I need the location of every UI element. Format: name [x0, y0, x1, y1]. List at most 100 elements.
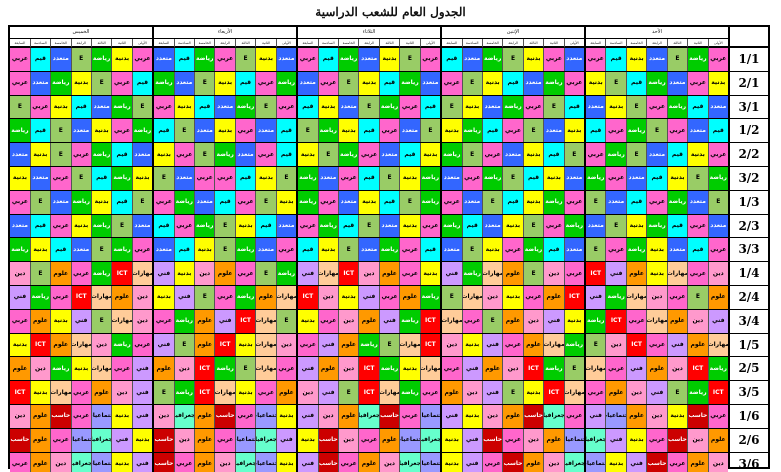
- lesson-cell[interactable]: بدنية: [10, 333, 30, 357]
- lesson-cell[interactable]: قيم: [255, 214, 276, 238]
- lesson-cell[interactable]: متعدد: [563, 166, 585, 190]
- lesson-cell[interactable]: بدنية: [317, 95, 338, 119]
- lesson-cell[interactable]: عربي: [50, 428, 71, 452]
- lesson-cell[interactable]: بدنية: [358, 190, 379, 214]
- lesson-cell[interactable]: قيم: [605, 48, 626, 71]
- lesson-cell[interactable]: عربي: [214, 48, 235, 71]
- lesson-cell[interactable]: بدنية: [234, 381, 256, 404]
- lesson-cell[interactable]: E: [563, 143, 585, 166]
- lesson-cell[interactable]: بدنية: [296, 143, 318, 166]
- lesson-cell[interactable]: بدنية: [399, 357, 420, 381]
- lesson-cell[interactable]: علوم: [152, 357, 174, 381]
- lesson-cell[interactable]: بدنية: [70, 214, 91, 238]
- lesson-cell[interactable]: عربي: [358, 428, 379, 452]
- lesson-cell[interactable]: رياضة: [337, 143, 359, 166]
- lesson-cell[interactable]: E: [666, 381, 688, 404]
- lesson-cell[interactable]: جغرافيا: [358, 404, 379, 428]
- lesson-cell[interactable]: اجتماعيات: [255, 404, 276, 428]
- lesson-cell[interactable]: قيم: [502, 71, 523, 95]
- lesson-cell[interactable]: E: [687, 285, 708, 309]
- lesson-cell[interactable]: بدنية: [563, 309, 585, 333]
- lesson-cell[interactable]: عربي: [173, 452, 195, 472]
- lesson-cell[interactable]: علوم: [440, 381, 462, 404]
- lesson-cell[interactable]: دين: [131, 285, 153, 309]
- lesson-cell[interactable]: متعدد: [255, 119, 276, 143]
- lesson-cell[interactable]: حاسب: [522, 404, 544, 428]
- lesson-cell[interactable]: عربي: [440, 190, 462, 214]
- lesson-cell[interactable]: رياضة: [399, 381, 420, 404]
- lesson-cell[interactable]: بدنية: [481, 71, 503, 95]
- lesson-cell[interactable]: متعدد: [255, 238, 276, 262]
- lesson-cell[interactable]: بدنية: [255, 48, 276, 71]
- lesson-cell[interactable]: علوم: [194, 428, 215, 452]
- lesson-cell[interactable]: متعدد: [337, 95, 359, 119]
- lesson-cell[interactable]: بدنية: [131, 428, 153, 452]
- lesson-cell[interactable]: متعدد: [481, 214, 503, 238]
- lesson-cell[interactable]: بدنية: [90, 190, 112, 214]
- lesson-cell[interactable]: اجتماعيات: [70, 428, 91, 452]
- lesson-cell[interactable]: متعدد: [358, 238, 379, 262]
- lesson-cell[interactable]: E: [234, 48, 256, 71]
- lesson-cell[interactable]: حاسب: [666, 428, 688, 452]
- lesson-cell[interactable]: فني: [173, 285, 195, 309]
- lesson-cell[interactable]: قيم: [481, 119, 503, 143]
- lesson-cell[interactable]: عربي: [131, 48, 153, 71]
- lesson-cell[interactable]: عربي: [173, 143, 195, 166]
- lesson-cell[interactable]: قيم: [214, 190, 235, 214]
- lesson-cell[interactable]: بدنية: [461, 95, 482, 119]
- lesson-cell[interactable]: متعدد: [522, 71, 544, 95]
- lesson-cell[interactable]: E: [275, 309, 297, 333]
- lesson-cell[interactable]: رياضة: [358, 333, 379, 357]
- lesson-cell[interactable]: قيم: [111, 190, 132, 214]
- lesson-cell[interactable]: ICT: [194, 381, 215, 404]
- lesson-cell[interactable]: E: [194, 71, 215, 95]
- lesson-cell[interactable]: بدنية: [707, 71, 728, 95]
- lesson-cell[interactable]: E: [337, 381, 359, 404]
- lesson-cell[interactable]: عربي: [10, 48, 30, 71]
- lesson-cell[interactable]: عربي: [275, 357, 297, 381]
- lesson-cell[interactable]: رياضة: [461, 262, 482, 285]
- lesson-cell[interactable]: فني: [131, 452, 153, 472]
- lesson-cell[interactable]: بدنية: [522, 381, 544, 404]
- lesson-cell[interactable]: رياضة: [646, 71, 667, 95]
- lesson-cell[interactable]: عربي: [50, 214, 71, 238]
- lesson-cell[interactable]: رياضة: [317, 214, 338, 238]
- lesson-cell[interactable]: ICT: [70, 285, 91, 309]
- lesson-cell[interactable]: ICT: [111, 262, 132, 285]
- lesson-cell[interactable]: E: [90, 71, 112, 95]
- lesson-cell[interactable]: بدنية: [173, 262, 195, 285]
- lesson-cell[interactable]: E: [522, 262, 544, 285]
- lesson-cell[interactable]: بدنية: [625, 428, 647, 452]
- lesson-cell[interactable]: فني: [131, 381, 153, 404]
- lesson-cell[interactable]: عربي: [584, 381, 606, 404]
- lesson-cell[interactable]: دين: [173, 428, 195, 452]
- lesson-cell[interactable]: عربي: [481, 143, 503, 166]
- lesson-cell[interactable]: علوم: [646, 357, 667, 381]
- lesson-cell[interactable]: بدنية: [502, 214, 523, 238]
- lesson-cell[interactable]: عربي: [358, 143, 379, 166]
- lesson-cell[interactable]: عربي: [10, 190, 30, 214]
- lesson-cell[interactable]: فني: [481, 381, 503, 404]
- lesson-cell[interactable]: بدنية: [522, 190, 544, 214]
- lesson-cell[interactable]: فني: [646, 381, 667, 404]
- lesson-cell[interactable]: مهارات: [255, 357, 276, 381]
- lesson-cell[interactable]: قيم: [29, 48, 51, 71]
- lesson-cell[interactable]: عربي: [214, 166, 235, 190]
- lesson-cell[interactable]: بدنية: [605, 452, 626, 472]
- lesson-cell[interactable]: مهارات: [666, 262, 688, 285]
- lesson-cell[interactable]: علوم: [358, 309, 379, 333]
- lesson-cell[interactable]: دين: [502, 357, 523, 381]
- lesson-cell[interactable]: رياضة: [111, 166, 132, 190]
- lesson-cell[interactable]: E: [399, 48, 420, 71]
- lesson-cell[interactable]: عربي: [419, 48, 441, 71]
- lesson-cell[interactable]: رياضة: [481, 48, 503, 71]
- lesson-cell[interactable]: رياضة: [194, 214, 215, 238]
- lesson-cell[interactable]: فني: [317, 381, 338, 404]
- lesson-cell[interactable]: علوم: [502, 309, 523, 333]
- lesson-cell[interactable]: عربي: [584, 48, 606, 71]
- lesson-cell[interactable]: حاسب: [378, 404, 400, 428]
- lesson-cell[interactable]: قيم: [173, 48, 195, 71]
- lesson-cell[interactable]: علوم: [337, 333, 359, 357]
- lesson-cell[interactable]: E: [275, 166, 297, 190]
- lesson-cell[interactable]: عربي: [70, 404, 91, 428]
